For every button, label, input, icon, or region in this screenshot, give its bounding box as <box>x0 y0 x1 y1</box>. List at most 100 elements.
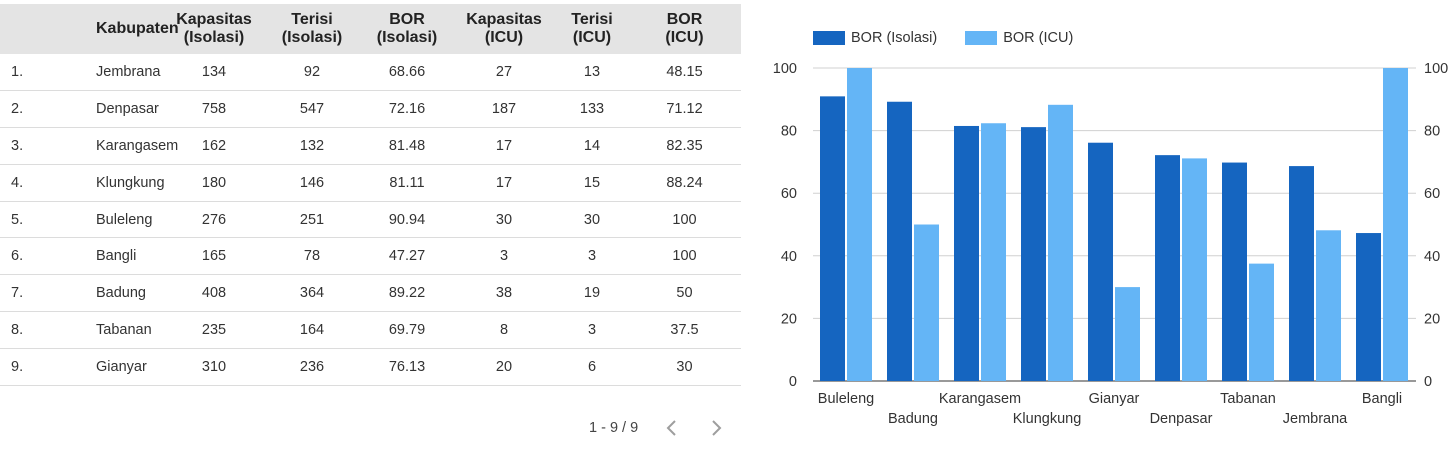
cell-ter-iso: 78 <box>303 248 321 265</box>
cell-kap-icu: 187 <box>491 101 517 118</box>
cell-no: 2. <box>11 101 24 118</box>
header-kabupaten[interactable]: Kabupaten <box>96 20 179 37</box>
cell-kap-iso: 165 <box>201 248 227 265</box>
bar-bor-icu <box>1182 158 1207 381</box>
cell-ter-icu: 3 <box>587 321 597 338</box>
legend-item-bor-isolasi[interactable]: BOR (Isolasi) <box>813 30 937 46</box>
cell-bor-icu: 100 <box>672 211 697 228</box>
y-tick-label-right: 60 <box>1424 186 1440 202</box>
bar-bor-isolasi <box>1155 155 1180 381</box>
chevron-right-icon <box>712 420 722 436</box>
table-row[interactable]: 9. Gianyar 310 236 76.13 20 6 30 <box>0 348 741 386</box>
cell-no: 7. <box>11 285 24 302</box>
cell-kap-icu: 8 <box>499 321 509 338</box>
cell-kap-iso: 180 <box>201 174 227 191</box>
cell-kap-iso: 276 <box>201 211 227 228</box>
header-bor-isolasi[interactable]: BOR (Isolasi) <box>376 11 438 46</box>
cell-ter-icu: 14 <box>583 137 601 154</box>
cell-bor-iso: 69.79 <box>388 321 426 338</box>
cell-kab: Badung <box>96 285 146 302</box>
cell-bor-iso: 81.48 <box>388 137 426 154</box>
cell-bor-iso: 47.27 <box>388 248 426 265</box>
chevron-left-icon <box>666 420 676 436</box>
legend-swatch-bor-isolasi <box>813 31 845 45</box>
bar-bor-icu <box>1048 104 1073 381</box>
header-kapasitas-isolasi[interactable]: Kapasitas (Isolasi) <box>176 11 252 46</box>
cell-kap-iso: 162 <box>201 137 227 154</box>
y-tick-label-right: 80 <box>1424 124 1440 140</box>
bar-bor-isolasi <box>1021 127 1046 381</box>
cell-bor-icu: 100 <box>672 248 697 265</box>
legend-swatch-bor-icu <box>965 31 998 45</box>
legend-label-bor-icu: BOR (ICU) <box>1003 30 1074 46</box>
cell-bor-iso: 72.16 <box>388 101 426 118</box>
bar-bor-icu <box>1249 263 1274 381</box>
table-row[interactable]: 7. Badung 408 364 89.22 38 19 50 <box>0 275 741 312</box>
cell-ter-iso: 132 <box>299 137 325 154</box>
table-row[interactable]: 5. Buleleng 276 251 90.94 30 30 100 <box>0 201 741 238</box>
y-tick-label-left: 80 <box>781 124 797 140</box>
bar-bor-isolasi <box>1088 142 1113 381</box>
legend-item-bor-icu[interactable]: BOR (ICU) <box>965 30 1073 46</box>
header-kapasitas-icu[interactable]: Kapasitas (ICU) <box>466 11 542 46</box>
table-row[interactable]: 8. Tabanan 235 164 69.79 8 3 37.5 <box>0 312 741 349</box>
cell-ter-icu: 30 <box>583 211 601 228</box>
y-tick-label-right: 100 <box>1424 61 1448 77</box>
header-no <box>0 4 44 54</box>
table-header-row: Kabupaten Kapasitas (Isolasi) Terisi (Isol… <box>0 4 741 54</box>
cell-ter-icu: 6 <box>587 358 597 375</box>
cell-no: 4. <box>11 174 24 191</box>
cell-kab: Bangli <box>96 248 137 265</box>
x-tick-label: Jembrana <box>1283 411 1348 427</box>
cell-bor-icu: 71.12 <box>666 101 703 118</box>
cell-no: 6. <box>11 248 24 265</box>
cell-ter-icu: 133 <box>579 101 605 118</box>
data-table-container: Kabupaten Kapasitas (Isolasi) Terisi (Isol… <box>0 4 741 386</box>
table-row[interactable]: 2. Denpasar 758 547 72.16 187 133 71.12 <box>0 91 741 128</box>
bar-bor-icu <box>847 68 872 381</box>
header-terisi-icu[interactable]: Terisi (ICU) <box>571 11 613 46</box>
cell-kap-iso: 235 <box>201 321 227 338</box>
cell-bor-icu: 50 <box>676 285 693 302</box>
table-row[interactable]: 3. Karangasem 162 132 81.48 17 14 82.35 <box>0 128 741 165</box>
cell-bor-icu: 30 <box>676 358 693 375</box>
cell-bor-iso: 89.22 <box>388 285 426 302</box>
cell-kap-icu: 38 <box>495 285 513 302</box>
bar-bor-isolasi <box>954 125 979 382</box>
cell-kap-iso: 408 <box>201 285 227 302</box>
y-tick-label-right: 0 <box>1424 374 1432 390</box>
y-tick-label-left: 40 <box>781 249 797 265</box>
x-tick-label: Gianyar <box>1089 391 1140 407</box>
prev-page-button[interactable] <box>660 417 690 439</box>
table-row[interactable]: 4. Klungkung 180 146 81.11 17 15 88.24 <box>0 164 741 202</box>
cell-kab: Buleleng <box>96 211 153 228</box>
cell-kap-icu: 3 <box>499 248 509 265</box>
cell-ter-icu: 15 <box>583 174 601 191</box>
cell-no: 1. <box>11 64 24 81</box>
bar-bor-icu <box>1383 68 1408 381</box>
x-tick-label: Tabanan <box>1220 391 1276 407</box>
cell-kab: Karangasem <box>96 137 179 154</box>
bar-bor-icu <box>1316 230 1341 381</box>
y-tick-label-left: 100 <box>773 61 797 77</box>
cell-ter-icu: 13 <box>583 64 601 81</box>
bar-bor-isolasi <box>887 101 912 382</box>
header-bor-icu[interactable]: BOR (ICU) <box>665 11 704 46</box>
y-tick-label-left: 0 <box>789 374 797 390</box>
table-row[interactable]: 6. Bangli 165 78 47.27 3 3 100 <box>0 238 741 275</box>
data-table: Kabupaten Kapasitas (Isolasi) Terisi (Isol… <box>0 4 741 386</box>
cell-bor-icu: 82.35 <box>666 137 703 154</box>
bar-bor-icu <box>1115 287 1140 381</box>
cell-ter-iso: 236 <box>299 358 325 375</box>
header-terisi-isolasi[interactable]: Terisi (Isolasi) <box>281 11 343 46</box>
cell-kab: Gianyar <box>96 358 147 375</box>
next-page-button[interactable] <box>704 417 734 439</box>
cell-no: 3. <box>11 137 24 154</box>
cell-kap-icu: 17 <box>495 137 513 154</box>
table-row[interactable]: 1. Jembrana 134 92 68.66 27 13 48.15 <box>0 54 741 91</box>
cell-bor-icu: 88.24 <box>666 174 703 191</box>
cell-bor-iso: 90.94 <box>388 211 426 228</box>
y-tick-label-left: 20 <box>781 311 797 327</box>
x-tick-label: Karangasem <box>939 391 1021 407</box>
cell-kap-icu: 17 <box>495 174 513 191</box>
